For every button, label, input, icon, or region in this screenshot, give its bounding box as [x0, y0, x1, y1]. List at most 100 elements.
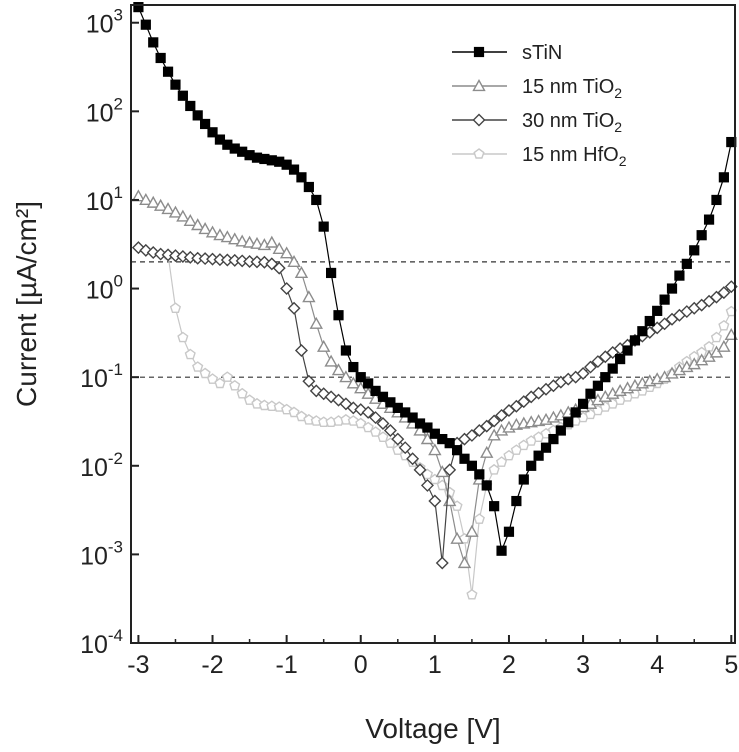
data-point [139, 193, 153, 206]
data-point [377, 431, 389, 442]
axis-ticks: -3 -2 -1 0 1 2 3 4 5 103 102 101 100 10-1 10-2 10-3 10-4 [80, 6, 738, 679]
data-point [703, 214, 715, 225]
data-point [228, 232, 242, 245]
data-point [294, 266, 309, 279]
data-point [169, 302, 182, 313]
data-point [346, 376, 361, 389]
data-point [140, 19, 151, 30]
data-point [191, 218, 205, 231]
data-point [362, 421, 374, 433]
data-point [710, 331, 723, 343]
data-point [133, 2, 144, 13]
data-point [717, 286, 731, 300]
data-point [422, 422, 433, 433]
y-tick-label: 10-3 [80, 537, 123, 570]
data-point [681, 258, 692, 269]
series-line [138, 247, 732, 564]
x-tick-label: 3 [576, 651, 590, 679]
data-point [280, 282, 294, 296]
data-point [540, 442, 552, 453]
data-point [200, 118, 211, 130]
data-point [450, 531, 464, 544]
data-point [696, 230, 707, 241]
data-point [340, 345, 352, 356]
data-point [576, 367, 590, 380]
data-point [183, 213, 197, 227]
legend-marker [472, 113, 486, 127]
data-point [496, 545, 507, 556]
data-point [563, 417, 574, 428]
data-point [526, 460, 537, 471]
data-point [457, 556, 472, 569]
data-point [287, 254, 301, 267]
data-point [296, 172, 307, 183]
data-point [509, 399, 523, 413]
data-point [718, 172, 729, 183]
data-point [302, 290, 316, 303]
data-point [316, 339, 331, 352]
data-point [177, 90, 188, 101]
data-point [413, 463, 427, 477]
data-point [198, 222, 212, 235]
data-point [428, 494, 442, 508]
data-point [207, 127, 218, 138]
legend-marker [473, 148, 485, 159]
data-point [339, 370, 353, 383]
data-point [288, 406, 300, 418]
data-point [294, 344, 308, 357]
data-point [444, 438, 455, 449]
data-point [570, 407, 581, 418]
data-point [517, 395, 531, 409]
x-tick-label: -3 [127, 651, 149, 679]
data-point [309, 316, 323, 329]
data-point [221, 371, 233, 382]
data-point [311, 194, 322, 206]
data-point [555, 425, 566, 436]
data-point [548, 434, 559, 445]
legend: sTiN 15 nm TiO2 30 nm TiO2 15 nm HfO2 [452, 42, 627, 169]
data-point [185, 100, 196, 112]
legend-label: sTiN [522, 42, 562, 64]
data-point [205, 225, 220, 238]
data-point [474, 469, 485, 480]
data-point [325, 267, 337, 279]
data-point [235, 234, 249, 247]
data-point [229, 379, 241, 391]
series-3 [162, 249, 737, 600]
x-tick-label: -1 [276, 651, 298, 679]
data-point [192, 361, 204, 372]
y-axis-title: Current [µA/cm²] [11, 201, 42, 407]
data-point [428, 443, 442, 456]
x-axis-title: Voltage [V] [365, 713, 500, 744]
series-line [167, 254, 732, 595]
series-0 [133, 2, 737, 556]
y-tick-label: 103 [86, 6, 123, 39]
data-point [361, 405, 375, 419]
data-point [615, 353, 626, 365]
legend-label: 15 nm TiO2 [522, 76, 622, 101]
data-point [583, 360, 597, 374]
data-point [369, 411, 383, 425]
data-point [242, 235, 257, 248]
data-point [348, 361, 359, 373]
data-point [265, 235, 279, 248]
data-point [429, 428, 440, 439]
data-point [272, 241, 286, 255]
data-point [220, 230, 235, 243]
data-point [199, 367, 211, 379]
data-point [443, 463, 457, 477]
x-tick-label: -2 [201, 651, 223, 679]
data-point [146, 195, 160, 208]
y-tick-label: 100 [86, 272, 123, 305]
data-point [451, 445, 463, 456]
data-point [153, 198, 168, 211]
data-point [272, 261, 286, 275]
data-point [376, 417, 390, 430]
data-point [369, 426, 382, 437]
legend-label: 30 nm TiO2 [522, 110, 622, 135]
data-point [435, 556, 449, 570]
data-point [717, 339, 731, 352]
data-point [487, 414, 501, 428]
data-point [184, 348, 196, 360]
data-point [711, 194, 722, 206]
